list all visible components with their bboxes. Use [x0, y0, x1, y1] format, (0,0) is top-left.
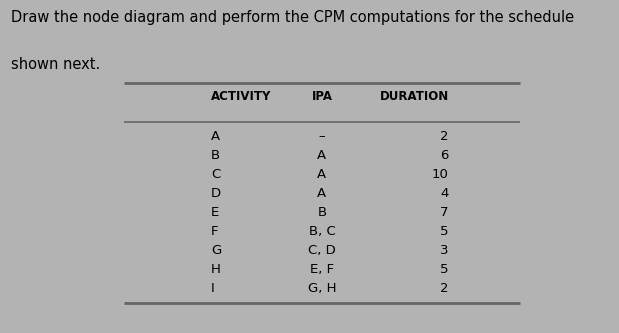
- Text: G, H: G, H: [308, 282, 336, 295]
- Text: 2: 2: [440, 282, 449, 295]
- Text: 2: 2: [440, 130, 449, 143]
- Text: 5: 5: [440, 263, 449, 276]
- Text: 4: 4: [440, 187, 449, 200]
- Text: C: C: [211, 168, 220, 181]
- Text: B: B: [211, 149, 220, 162]
- Text: 7: 7: [440, 206, 449, 219]
- Text: B, C: B, C: [308, 225, 335, 238]
- Text: 3: 3: [440, 244, 449, 257]
- Text: DURATION: DURATION: [379, 90, 449, 103]
- Text: 5: 5: [440, 225, 449, 238]
- Text: A: A: [211, 130, 220, 143]
- Text: 6: 6: [440, 149, 449, 162]
- Text: shown next.: shown next.: [11, 57, 100, 72]
- Text: E, F: E, F: [310, 263, 334, 276]
- Text: H: H: [211, 263, 221, 276]
- Text: D: D: [211, 187, 221, 200]
- Text: B: B: [318, 206, 326, 219]
- Text: IPA: IPA: [311, 90, 332, 103]
- Text: A: A: [318, 168, 326, 181]
- Text: I: I: [211, 282, 215, 295]
- Text: ACTIVITY: ACTIVITY: [211, 90, 271, 103]
- Text: Draw the node diagram and perform the CPM computations for the schedule: Draw the node diagram and perform the CP…: [11, 10, 574, 25]
- Text: E: E: [211, 206, 219, 219]
- Text: G: G: [211, 244, 221, 257]
- Text: A: A: [318, 149, 326, 162]
- Text: 10: 10: [432, 168, 449, 181]
- Text: A: A: [318, 187, 326, 200]
- Text: C, D: C, D: [308, 244, 335, 257]
- Text: F: F: [211, 225, 219, 238]
- Text: –: –: [319, 130, 325, 143]
